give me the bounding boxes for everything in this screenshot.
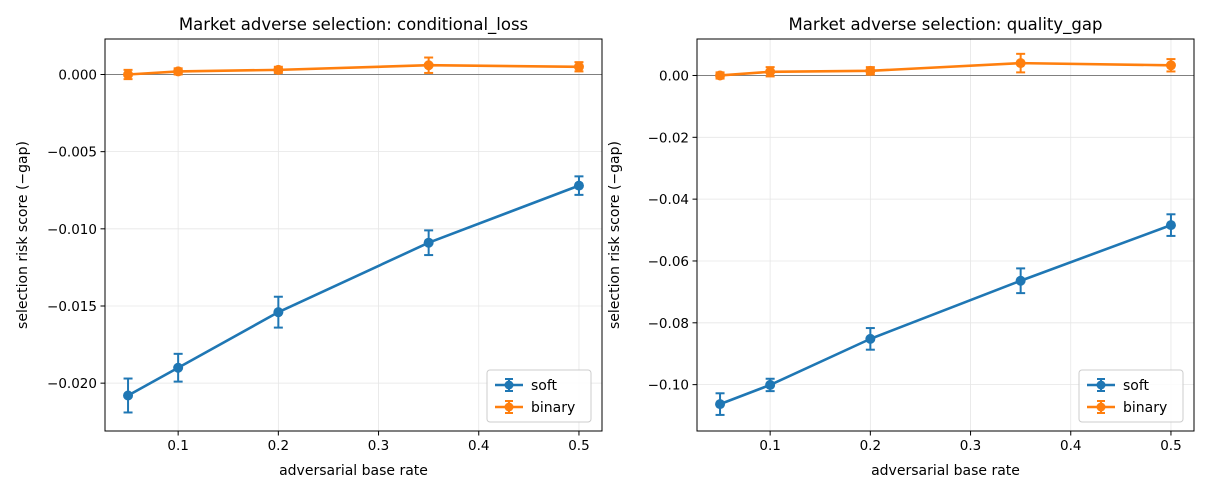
x-tick-label: 0.1: [759, 438, 780, 454]
x-tick-label: 0.1: [167, 438, 188, 454]
y-tick-label: −0.02: [648, 130, 689, 146]
x-tick-label: 0.2: [268, 438, 289, 454]
series-soft: [715, 213, 1176, 416]
x-tick-label: 0.5: [568, 438, 589, 454]
data-point: [1015, 275, 1026, 286]
data-point: [1015, 58, 1026, 69]
data-point: [273, 307, 284, 318]
data-point: [1165, 60, 1176, 71]
chart-title: Market adverse selection: quality_gap: [789, 15, 1103, 35]
legend-marker-binary: [504, 402, 514, 412]
series-binary: [123, 56, 584, 81]
data-point: [573, 61, 584, 72]
legend: soft binary: [1078, 369, 1184, 423]
legend-label-binary: binary: [1123, 400, 1167, 416]
y-axis-label: selection risk score (−gap): [15, 141, 31, 329]
legend: soft binary: [486, 369, 592, 423]
legend-label-soft: soft: [531, 378, 558, 394]
series-line: [127, 184, 580, 397]
y-tick-label: −0.010: [47, 222, 97, 238]
series-line: [719, 61, 1171, 77]
data-point: [173, 362, 184, 373]
data-point: [173, 66, 184, 77]
y-tick-label: 0.00: [659, 68, 689, 84]
y-tick-label: −0.020: [47, 376, 97, 392]
data-point: [865, 333, 876, 344]
data-point: [715, 70, 726, 81]
legend-marker-soft: [504, 380, 514, 390]
x-tick-label: 0.2: [860, 438, 881, 454]
y-tick-label: 0.000: [58, 67, 97, 83]
data-point: [423, 60, 434, 71]
y-tick-label: −0.10: [648, 378, 689, 394]
legend-marker-soft: [1096, 380, 1106, 390]
series-binary: [715, 52, 1176, 81]
data-point: [1165, 220, 1176, 231]
x-tick-label: 0.5: [1160, 438, 1181, 454]
y-tick-label: −0.005: [47, 145, 97, 161]
x-axis-label: adversarial base rate: [279, 463, 428, 479]
legend-label-soft: soft: [1123, 378, 1150, 394]
y-tick-label: −0.04: [648, 192, 689, 208]
legend-label-binary: binary: [531, 400, 575, 416]
series-soft: [123, 175, 584, 414]
y-tick-label: −0.06: [648, 254, 689, 270]
axes-frame: [104, 38, 603, 432]
x-axis-label: adversarial base rate: [871, 463, 1020, 479]
data-point: [123, 69, 134, 80]
y-tick-label: −0.08: [648, 316, 689, 332]
data-point: [865, 65, 876, 76]
data-point: [423, 237, 434, 248]
data-point: [765, 379, 776, 390]
data-point: [273, 64, 284, 75]
data-point: [715, 399, 726, 410]
x-tick-label: 0.4: [468, 438, 489, 454]
legend-marker-binary: [1096, 402, 1106, 412]
data-point: [573, 180, 584, 191]
data-point: [123, 390, 134, 401]
chart-panel-2: 0.1 0.2 0.3 0.4 0.5 0.00 −0.02 −0.04 −0.06 −0.08 −…: [607, 15, 1195, 479]
x-tick-label: 0.3: [368, 438, 389, 454]
chart-panel-1: 0.1 0.2 0.3 0.4 0.5 0.000 −0.005 −0.010 −0.015 −0…: [15, 15, 603, 479]
data-point: [765, 66, 776, 77]
y-tick-label: −0.015: [47, 299, 97, 315]
x-tick-label: 0.4: [1060, 438, 1081, 454]
series-line: [127, 63, 579, 76]
chart-title: Market adverse selection: conditional_lo…: [179, 15, 528, 35]
x-tick-label: 0.3: [960, 438, 981, 454]
y-axis-label: selection risk score (−gap): [607, 141, 623, 329]
axes-frame: [696, 38, 1195, 432]
